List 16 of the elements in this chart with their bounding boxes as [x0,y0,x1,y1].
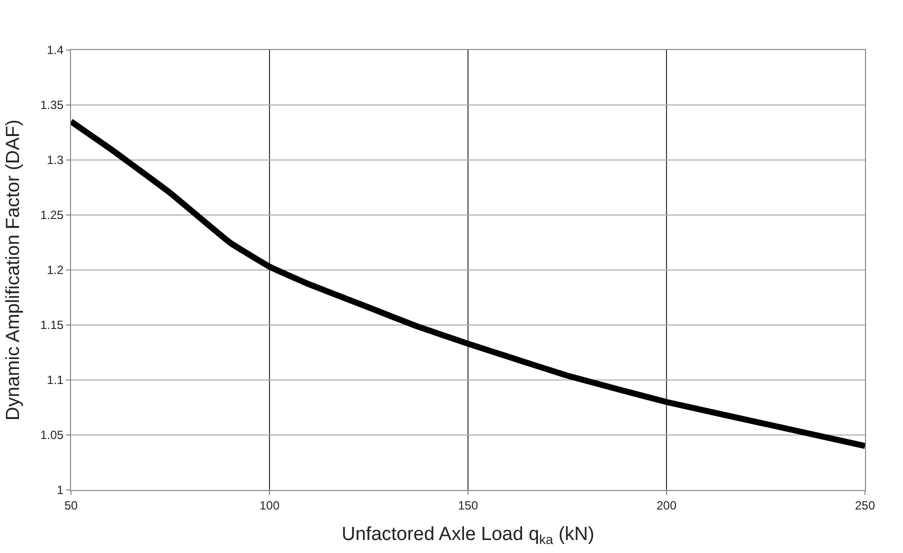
x-tick-label: 250 [854,498,876,512]
y-tick-label: 1.25 [40,208,64,222]
x-tick-label: 50 [64,498,78,512]
y-tick-label: 1 [56,483,64,498]
y-axis-title: Dynamic Amplification Factor (DAF) [3,120,24,420]
x-tick-label: 150 [458,498,478,512]
y-tick-label: 1.3 [46,153,64,168]
y-tick-label: 1.35 [40,98,64,112]
x-axis-title: Unfactored Axle Load q$_{ka}$ (kN) [342,524,594,548]
y-tick-label: 1.1 [46,373,64,388]
y-tick-label: 1.15 [40,318,64,332]
x-tick-label: 100 [259,498,280,512]
y-tick-label: 1.2 [46,263,64,278]
y-tick-label: 1.4 [46,43,64,58]
x-tick-label: 200 [656,498,677,512]
y-tick-label: 1.05 [40,428,64,442]
